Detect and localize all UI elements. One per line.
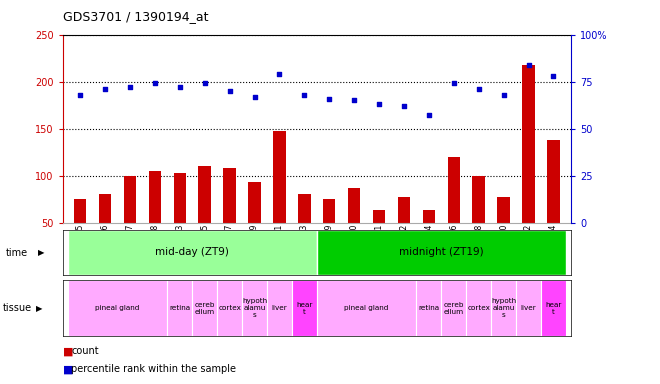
Point [299,92,310,98]
Bar [74,199,86,223]
Point [374,101,384,107]
Bar [373,210,385,223]
Bar [168,280,192,336]
Bar [317,280,416,336]
Bar [547,140,560,223]
Text: time: time [5,248,28,258]
Bar [68,230,317,275]
Text: ■: ■ [63,346,73,356]
Bar [498,197,510,223]
Bar [199,166,211,223]
Bar [248,182,261,223]
Bar [348,188,360,223]
Point [424,113,434,119]
Bar [317,230,566,275]
Bar [522,65,535,223]
Text: hypoth
alamu
s: hypoth alamu s [491,298,516,318]
Bar [323,199,335,223]
Point [523,61,534,68]
Text: ▶: ▶ [38,248,45,257]
Bar [192,280,217,336]
Bar [422,210,435,223]
Text: ▶: ▶ [36,304,42,313]
Bar [466,280,491,336]
Bar [123,176,136,223]
Point [399,103,409,109]
Bar [148,171,161,223]
Text: cortex: cortex [218,305,241,311]
Point [100,86,110,92]
Bar [447,157,460,223]
Point [274,71,284,77]
Text: retina: retina [418,305,440,311]
Point [449,80,459,86]
Text: tissue: tissue [3,303,32,313]
Text: pineal gland: pineal gland [345,305,389,311]
Text: midnight (ZT19): midnight (ZT19) [399,247,484,258]
Bar [473,176,485,223]
Text: cereb
ellum: cereb ellum [444,302,464,314]
Point [473,86,484,92]
Bar [223,168,236,223]
Bar [398,197,411,223]
Point [498,92,509,98]
Point [548,73,559,79]
Point [174,84,185,90]
Text: hear
t: hear t [545,302,562,314]
Text: cortex: cortex [467,305,490,311]
Text: hypoth
alamu
s: hypoth alamu s [242,298,267,318]
Bar [99,195,112,223]
Bar [541,280,566,336]
Bar [516,280,541,336]
Point [249,94,260,100]
Text: ■: ■ [63,364,73,374]
Bar [217,280,242,336]
Text: percentile rank within the sample: percentile rank within the sample [71,364,236,374]
Bar [292,280,317,336]
Text: cereb
ellum: cereb ellum [195,302,215,314]
Bar [242,280,267,336]
Bar [174,173,186,223]
Bar [442,280,466,336]
Point [224,88,235,94]
Point [125,84,135,90]
Bar [298,195,311,223]
Text: retina: retina [169,305,190,311]
Text: hear
t: hear t [296,302,313,314]
Text: mid-day (ZT9): mid-day (ZT9) [155,247,229,258]
Bar [416,280,442,336]
Text: liver: liver [521,305,537,311]
Point [324,96,335,102]
Point [199,80,210,86]
Text: liver: liver [271,305,287,311]
Bar [267,280,292,336]
Text: pineal gland: pineal gland [95,305,140,311]
Bar [273,131,286,223]
Point [349,98,360,104]
Text: GDS3701 / 1390194_at: GDS3701 / 1390194_at [63,10,208,23]
Bar [491,280,516,336]
Point [150,80,160,86]
Point [75,92,85,98]
Bar [68,280,168,336]
Text: count: count [71,346,99,356]
